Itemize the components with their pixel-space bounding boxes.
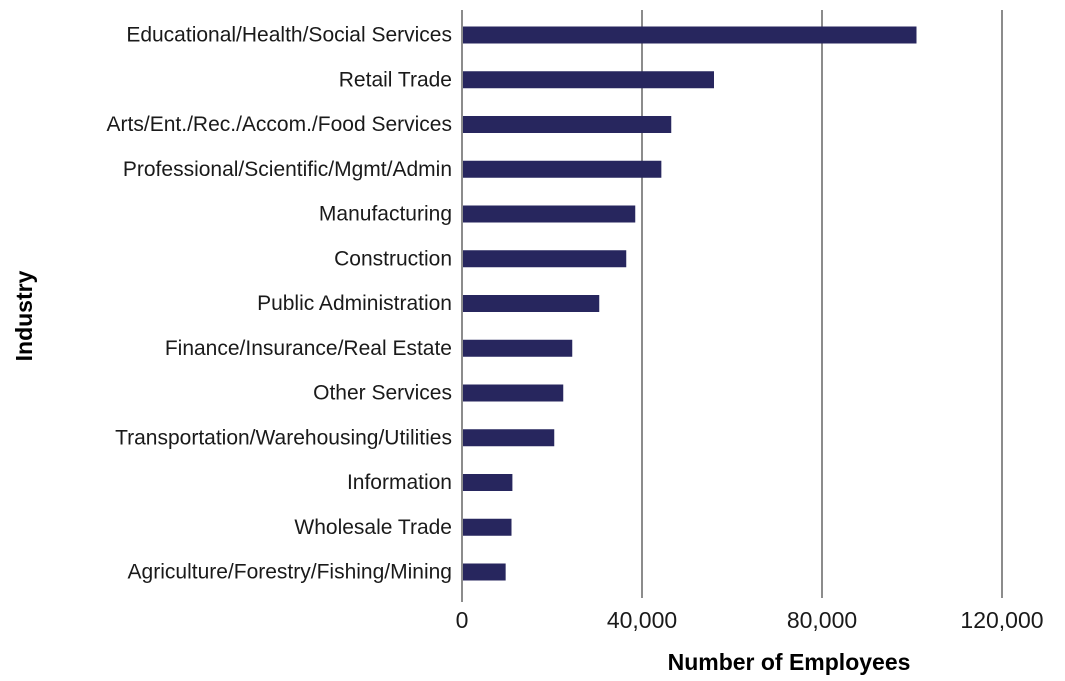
category-label-10: Information [347,471,452,494]
bar-5 [463,250,627,268]
bar-7 [463,339,573,357]
category-label-0: Educational/Health/Social Services [126,24,452,47]
bar-8 [463,384,564,402]
category-label-7: Finance/Insurance/Real Estate [165,337,452,360]
category-label-8: Other Services [313,382,452,405]
bar-9 [463,429,555,447]
y-axis-title: Industry [11,270,37,361]
category-label-1: Retail Trade [339,68,452,91]
bars [463,26,917,581]
category-label-2: Arts/Ent./Rec./Accom./Food Services [107,113,452,136]
bar-6 [463,295,600,312]
bar-1 [463,71,714,89]
bar-4 [463,205,636,223]
category-label-4: Manufacturing [319,203,452,226]
bar-0 [463,26,917,44]
x-tick-labels: 0 40,000 80,000 120,000 [456,607,1044,633]
category-labels: Educational/Health/Social Services Retail… [107,24,452,584]
bar-10 [463,474,513,491]
gridlines [641,10,1003,598]
category-label-11: Wholesale Trade [294,516,452,539]
x-tick-label-0: 0 [456,607,469,633]
x-axis-title: Number of Employees [668,649,911,675]
bar-12 [463,563,506,581]
category-label-3: Professional/Scientific/Mgmt/Admin [123,158,452,181]
bar-2 [463,116,672,133]
x-tick-label-1: 40,000 [607,607,677,633]
x-tick-label-3: 120,000 [960,607,1043,633]
bar-11 [463,518,512,536]
x-tick-label-2: 80,000 [787,607,857,633]
category-label-12: Agriculture/Forestry/Fishing/Mining [128,561,452,584]
category-label-9: Transportation/Warehousing/Utilities [115,426,452,449]
bar-3 [463,160,662,178]
category-label-5: Construction [334,247,452,270]
category-label-6: Public Administration [257,292,452,315]
